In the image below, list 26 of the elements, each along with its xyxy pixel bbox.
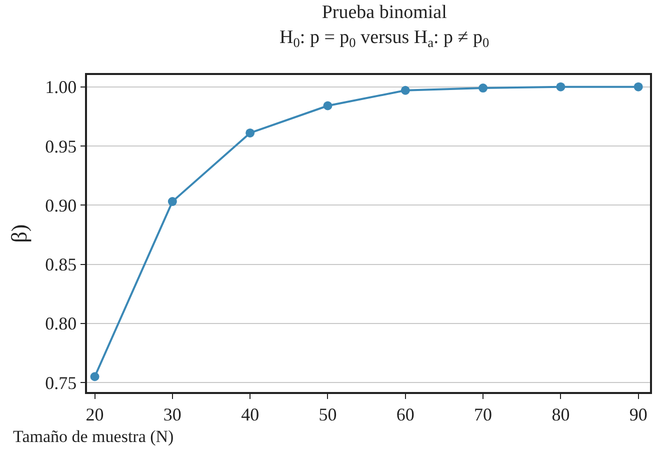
y-tick-label: 0.85	[45, 254, 77, 275]
x-tick-label: 90	[629, 404, 648, 424]
point	[556, 82, 566, 92]
y-tick-label: 0.80	[45, 314, 77, 334]
point	[478, 84, 488, 93]
x-tick-label: 70	[474, 404, 492, 424]
y-tick-label: 0.95	[45, 136, 77, 156]
y-tick-label: 1.00	[45, 77, 77, 98]
point	[168, 197, 177, 206]
x-tick-label: 30	[163, 404, 182, 424]
chart-title: Prueba binomial	[322, 2, 447, 24]
x-tick-label: 40	[241, 404, 260, 424]
point	[400, 86, 410, 95]
chart-subtitle: H$_{0}$: p = p$_{0}$ versus H$_{a}$: p ≠ p$_{0}$	[280, 26, 490, 50]
y-axis-title: β)	[6, 224, 32, 243]
point	[323, 101, 332, 110]
x-tick-label: 20	[86, 404, 104, 424]
y-tick-label: 0.75	[45, 372, 77, 393]
y-tick-label: 0.90	[45, 195, 77, 216]
x-tick-label: 80	[552, 404, 570, 424]
point	[634, 82, 643, 92]
point	[246, 128, 255, 138]
x-tick-label: 50	[318, 404, 337, 424]
point	[90, 372, 100, 382]
x-tick-label: 60	[396, 404, 414, 424]
x-axis-title: Tamaño de muestra (N)	[13, 427, 174, 446]
